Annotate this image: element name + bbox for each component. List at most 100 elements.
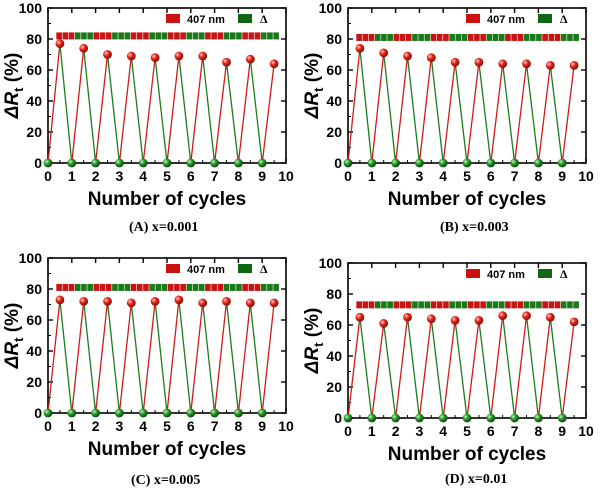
x-tick-label: 3: [116, 418, 124, 434]
red-segment: [513, 63, 528, 164]
green-point: [186, 158, 196, 168]
green-point: [534, 413, 543, 423]
green-point: [343, 158, 353, 168]
green-point: [210, 408, 220, 418]
band-square: [418, 301, 424, 309]
band-square: [180, 32, 186, 40]
legend-label-407nm: 407 nm: [187, 264, 225, 276]
x-tick-label: 0: [44, 168, 52, 184]
y-axis-title-unit: (%): [2, 53, 23, 88]
x-tick-label: 7: [511, 168, 519, 184]
green-segment: [130, 55, 144, 164]
band-square: [523, 33, 530, 41]
band-square: [167, 283, 174, 291]
green-point: [415, 413, 424, 423]
x-tick-label: 5: [163, 168, 171, 184]
band-square: [143, 283, 149, 291]
band-square: [480, 301, 486, 309]
x-tick-label: 5: [163, 418, 171, 434]
red-segment: [418, 57, 432, 164]
green-point: [234, 158, 243, 168]
green-segment: [249, 59, 263, 164]
green-point: [534, 158, 543, 168]
green-point: [391, 158, 400, 168]
band-square: [560, 301, 567, 309]
red-point: [55, 39, 65, 49]
y-tick-label: 0: [34, 155, 42, 171]
green-segment: [202, 302, 216, 414]
red-segment: [142, 57, 156, 164]
band-square: [536, 33, 542, 41]
green-segment: [383, 52, 397, 164]
band-square: [260, 283, 267, 291]
x-tick-label: 7: [211, 418, 219, 434]
y-tick-label: 100: [319, 255, 343, 271]
band-square: [523, 301, 530, 309]
red-point: [198, 51, 208, 61]
band-square: [387, 33, 393, 41]
band-square: [498, 301, 505, 309]
legend-swatch-delta: [238, 14, 252, 23]
red-point: [174, 51, 184, 61]
red-point: [174, 295, 184, 305]
red-point: [198, 298, 208, 308]
green-point: [438, 158, 448, 168]
band-square: [174, 283, 180, 291]
green-point: [510, 158, 519, 168]
green-segment: [106, 301, 121, 414]
x-tick-label: 8: [535, 423, 543, 439]
red-segment: [94, 301, 109, 414]
y-tick-label: 40: [326, 93, 342, 109]
band-square: [412, 301, 418, 309]
green-segment: [549, 317, 563, 419]
band-square: [492, 301, 499, 309]
green-segment: [225, 301, 240, 414]
red-point: [545, 312, 555, 322]
green-point: [462, 158, 472, 168]
x-tick-label: 2: [392, 168, 400, 184]
x-tick-label: 10: [278, 418, 294, 434]
red-segment: [537, 317, 551, 419]
green-segment: [549, 65, 563, 164]
band-square: [362, 301, 369, 309]
legend-swatch-407nm: [166, 264, 180, 273]
red-segment: [142, 301, 156, 414]
green-point: [115, 408, 124, 418]
y-tick-label: 20: [26, 124, 42, 140]
band-square: [368, 301, 375, 309]
red-segment: [71, 48, 85, 164]
y-axis-title-sub: t: [11, 87, 26, 92]
red-point: [79, 43, 89, 53]
legend-swatch-407nm: [466, 269, 480, 278]
green-point: [67, 158, 77, 168]
x-tick-label: 3: [416, 168, 424, 184]
red-segment: [261, 302, 275, 414]
band-square: [505, 33, 511, 41]
x-tick-label: 8: [235, 418, 243, 434]
green-segment: [178, 299, 192, 414]
x-tick-label: 9: [258, 418, 266, 434]
band-square: [554, 33, 561, 41]
green-point: [115, 158, 124, 168]
band-square: [118, 283, 124, 291]
x-tick-label: 0: [344, 168, 352, 184]
green-segment: [478, 320, 492, 419]
green-point: [186, 408, 196, 418]
green-point: [43, 158, 53, 168]
band-square: [118, 32, 124, 40]
red-segment: [261, 63, 275, 164]
y-tick-label: 40: [26, 343, 42, 359]
band-square: [467, 33, 474, 41]
band-square: [112, 283, 118, 291]
red-segment: [190, 302, 204, 414]
x-tick-label: 9: [258, 168, 266, 184]
green-segment: [225, 62, 240, 164]
band-square: [567, 33, 573, 41]
red-point: [245, 54, 255, 64]
y-axis-title-main: ΔR: [302, 347, 323, 375]
band-square: [211, 32, 217, 40]
red-segment: [347, 48, 361, 164]
red-segment: [213, 301, 228, 414]
green-segment: [202, 55, 216, 164]
